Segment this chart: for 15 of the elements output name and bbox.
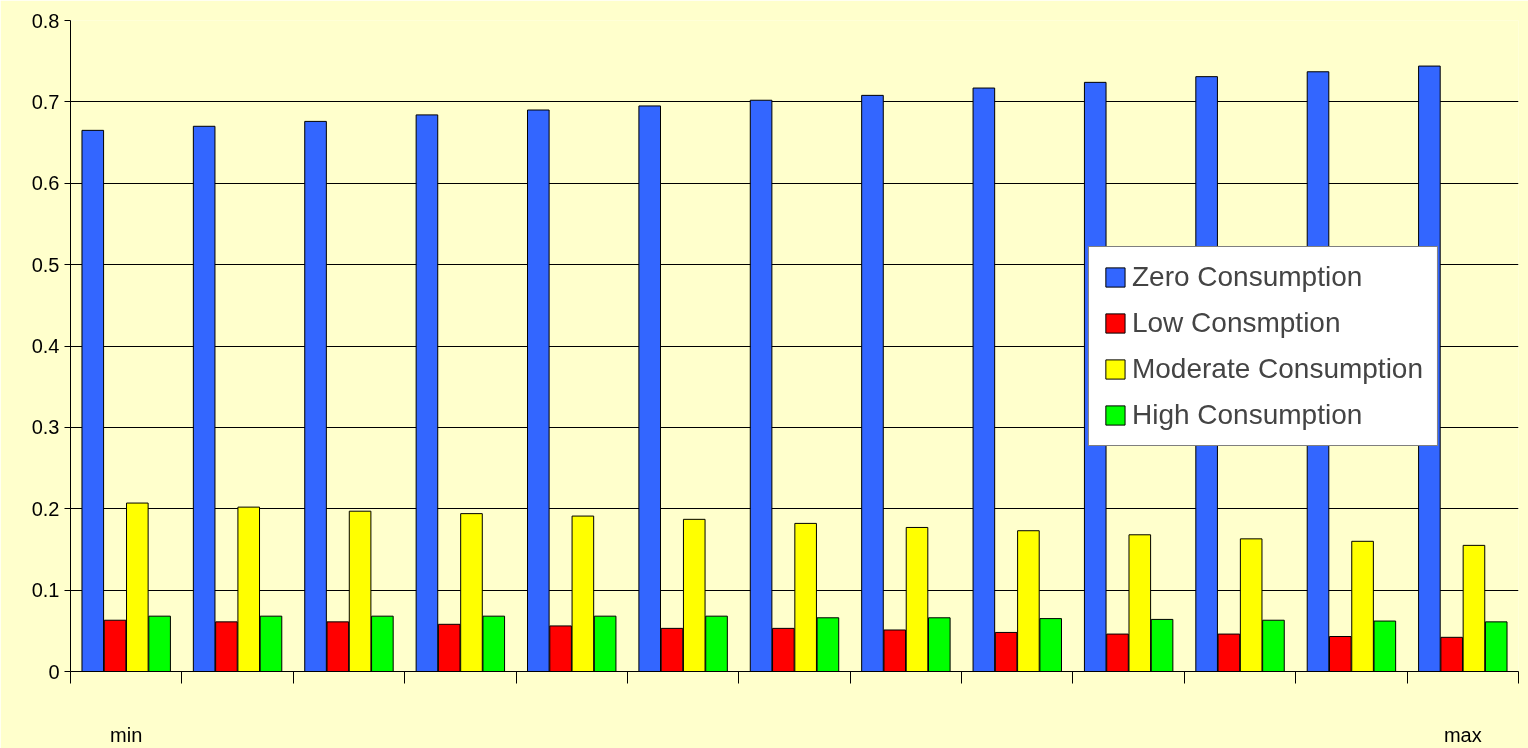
x-tick-label: min [110,723,143,746]
y-tick-label: 0.4 [31,335,60,357]
y-tick-label: 0.7 [31,90,60,113]
y-tick-label: 0.5 [31,253,60,276]
legend-label: Zero Consumption [1131,260,1363,293]
legend-label: Moderate Consumption [1131,352,1423,385]
y-tick-label: 0.6 [31,172,60,195]
x-tick-label: max [1443,723,1482,746]
y-tick-label: 0.1 [31,579,60,602]
legend-label: Low Consmption [1131,306,1341,339]
y-tick-label: 0.8 [31,9,60,32]
y-tick-label: 0 [48,660,60,683]
y-tick-label: 0.3 [31,416,60,439]
legend-label: High Consumption [1131,398,1363,431]
y-tick-label: 0.2 [31,497,60,520]
